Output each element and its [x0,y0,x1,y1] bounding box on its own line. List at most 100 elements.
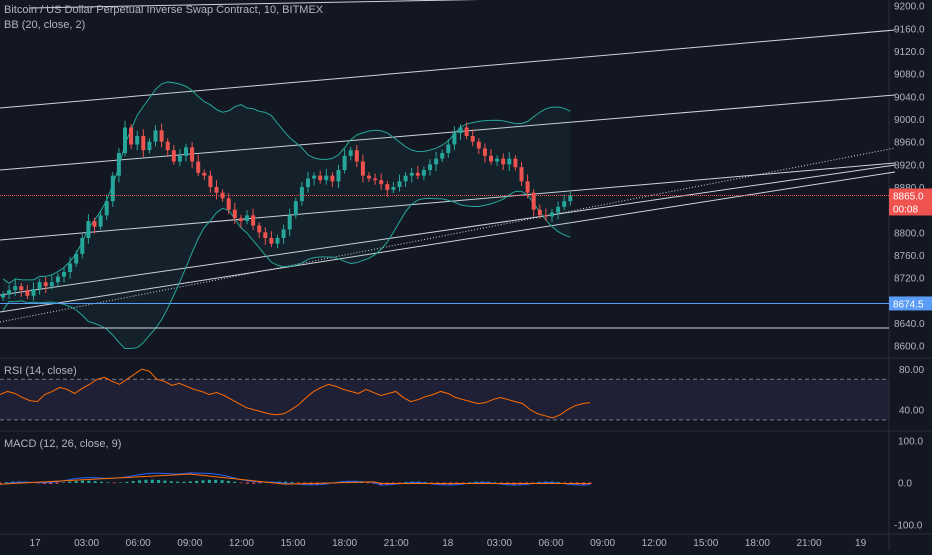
candle-body [421,170,426,176]
candle-body [312,175,317,179]
macd-histogram-bar [563,482,567,484]
candle-body [263,232,268,238]
macd-histogram-bar [220,480,224,483]
macd-histogram-bar [467,482,471,483]
macd-tick-label: -100.0 [894,521,923,532]
macd-histogram-bar [119,482,123,483]
candle-body [251,215,256,226]
macd-histogram-bar [100,481,104,483]
candle-body [336,170,341,182]
time-tick-label: 19 [855,538,867,549]
horizontal-lines[interactable] [0,195,889,329]
candle-body [458,127,463,134]
time-axis[interactable]: 17 03:00 06:00 09:00 12:00 15:00 18:00 21:00 18 0… [29,538,866,549]
macd-histogram-bar [226,480,230,483]
macd-tick-label: 0.0 [898,479,912,490]
candle-body [367,175,371,179]
candle-body [397,181,402,187]
candle-body [98,215,103,227]
candle-body [354,150,359,162]
rsi-line [0,368,591,419]
candle-body [31,289,36,296]
candle-body [446,144,451,153]
time-tick-label: 12:00 [642,538,667,549]
macd-histogram-bar [531,482,535,484]
price-axis[interactable]: 9200.0 9160.0 9120.0 9080.0 9040.0 9000.0 8960… [889,2,932,532]
macd-histogram-bar [125,481,129,483]
macd-histogram-bar [290,482,294,483]
candle-body [519,167,524,182]
price-tick-label: 9120.0 [894,47,925,58]
price-tick-label: 9000.0 [894,115,925,126]
price-tick-label: 8600.0 [894,342,925,353]
candle-body [196,161,201,173]
trend-channel-drawings[interactable] [0,0,896,323]
candle-body [245,215,249,221]
rsi-tick-label: 80.00 [899,365,924,376]
candle-body [214,187,219,193]
candle-body [104,201,109,216]
candle-body [537,209,542,216]
macd-histogram-bar [150,479,154,483]
bb-legend[interactable]: BB (20, close, 2) [4,19,86,31]
macd-histogram-bar [195,480,199,483]
price-tick-label: 8800.0 [894,228,925,239]
macd-histogram-bar [423,481,427,483]
candle-body [74,253,79,264]
macd-histogram-bar [144,479,148,483]
macd-histogram-bar [157,479,161,483]
macd-histogram-bar [201,480,205,483]
bb-lower [2,190,571,350]
candle-body [184,147,188,156]
candle-body [543,215,548,217]
macd-histogram-bar [68,481,72,483]
candle-body [68,263,73,272]
trend-line [0,29,896,109]
candle-body [562,201,567,207]
macd-histogram-bar [0,482,2,484]
price-tick-label: 8760.0 [894,251,925,262]
macd-histogram-bar [93,481,97,483]
candle-body [275,238,280,244]
time-tick-label: 17 [29,538,41,549]
rsi-legend[interactable]: RSI (14, close) [4,365,77,377]
candle-body [550,212,554,217]
candle-body [25,290,30,296]
candle-body [257,225,262,233]
candle-body [123,127,127,153]
candle-body [177,155,182,162]
trend-line [0,171,896,313]
time-tick-label: 18 [442,538,454,549]
level-badge: 8674.5 [893,299,924,310]
macd-histogram-bar [245,482,249,484]
candle-body [507,158,512,165]
candle-body [360,161,365,176]
last-price-badge-bg [889,188,932,203]
candle-body [428,164,432,170]
candle-body [19,286,24,291]
candle-body [13,286,18,291]
macd-legend[interactable]: MACD (12, 26, close, 9) [4,438,122,450]
candle-body [226,198,231,210]
candle-body [159,130,164,142]
candle-body [232,209,237,219]
macd-histogram-bar [429,482,433,484]
macd-histogram-bar [55,482,59,484]
macd-histogram-bar [258,482,262,484]
price-tick-label: 9160.0 [894,24,925,35]
candle-body [293,201,298,216]
candle-body [330,175,335,182]
candle-body [1,294,5,298]
candle-body [415,172,420,176]
candle-body [141,136,146,151]
candle-body [49,282,54,287]
symbol-legend[interactable]: Bitcoin / US Dollar Perpetual Inverse Sw… [4,4,324,16]
macd-histogram-bar [169,481,173,483]
candle-body [129,127,134,145]
macd-histogram-bar [112,482,116,484]
price-tick-label: 8920.0 [894,160,925,171]
trend-line-dotted [0,147,896,323]
